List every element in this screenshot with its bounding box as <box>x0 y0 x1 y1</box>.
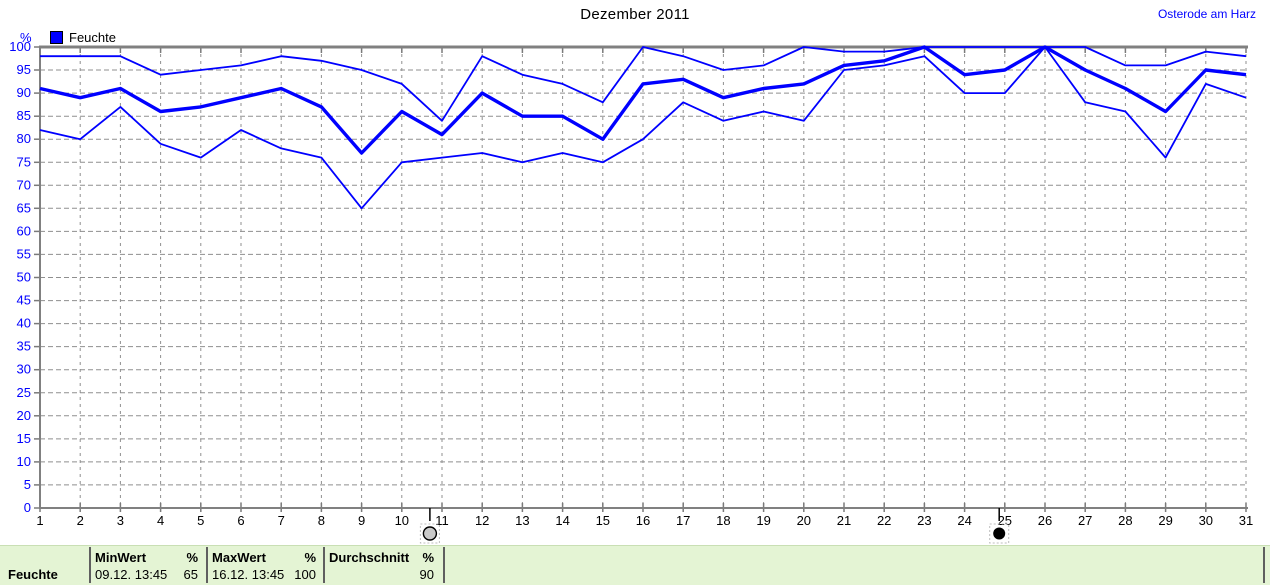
x-tick-label: 5 <box>197 513 204 528</box>
y-tick-label: 75 <box>17 154 31 169</box>
y-tick-label: 10 <box>17 454 31 469</box>
y-tick-label: 25 <box>17 385 31 400</box>
series-min-line <box>39 46 1247 210</box>
y-tick-label: 85 <box>17 108 31 123</box>
maxwert-value: 100 <box>294 567 316 582</box>
y-tick-label: 20 <box>17 408 31 423</box>
x-tick-label: 6 <box>237 513 244 528</box>
x-tick-label: 13 <box>515 513 529 528</box>
durchschnitt-unit: % <box>422 550 434 565</box>
y-tick-label: 60 <box>17 223 31 238</box>
x-tick-label: 22 <box>877 513 891 528</box>
x-tick-label: 29 <box>1158 513 1172 528</box>
x-tick-label: 16 <box>636 513 650 528</box>
x-tick-label: 7 <box>278 513 285 528</box>
y-tick-label: 5 <box>24 477 31 492</box>
x-tick-label: 14 <box>555 513 569 528</box>
station-name: Osterode am Harz <box>1157 7 1256 21</box>
x-tick-label: 24 <box>957 513 971 528</box>
summary-col-minwert: MinWert % 09.12. 13:45 65 <box>95 549 198 583</box>
x-tick-label: 31 <box>1239 513 1253 528</box>
x-tick-label: 10 <box>395 513 409 528</box>
x-tick-label: 3 <box>117 513 124 528</box>
column-separator <box>89 547 91 583</box>
y-tick-label: 45 <box>17 293 31 308</box>
y-tick-label: 15 <box>17 431 31 446</box>
x-tick-label: 23 <box>917 513 931 528</box>
maxwert-header: MaxWert <box>212 550 266 565</box>
summary-panel: Feuchte MinWert % 09.12. 13:45 65 MaxWer… <box>0 545 1270 585</box>
minwert-value: 65 <box>183 567 198 582</box>
x-tick-label: 27 <box>1078 513 1092 528</box>
x-tick-label: 19 <box>756 513 770 528</box>
y-tick-label: 40 <box>17 316 31 331</box>
x-tick-label: 11 <box>435 513 449 528</box>
humidity-line-chart: 0510152025303540455055606570758085909510… <box>9 39 1253 544</box>
column-separator <box>1263 547 1265 583</box>
sensor-row-label: Feuchte <box>8 567 58 582</box>
x-tick-label: 15 <box>596 513 610 528</box>
y-tick-label: 35 <box>17 339 31 354</box>
minwert-date: 09.12. 13:45 <box>95 567 168 582</box>
y-axis-unit-label: % <box>20 30 32 45</box>
x-tick-label: 12 <box>475 513 489 528</box>
y-tick-label: 0 <box>24 500 31 515</box>
x-tick-label: 2 <box>77 513 84 528</box>
y-tick-label: 95 <box>17 62 31 77</box>
y-tick-label: 100 <box>9 39 31 54</box>
moon-phase-new-marker[interactable] <box>989 508 1010 544</box>
y-tick-label: 55 <box>17 246 31 261</box>
x-tick-label: 26 <box>1038 513 1052 528</box>
minwert-header: MinWert <box>95 550 147 565</box>
moon-phase-full-marker[interactable] <box>419 508 440 544</box>
maxwert-unit: % <box>304 550 316 565</box>
y-tick-label: 70 <box>17 177 31 192</box>
y-tick-label: 90 <box>17 85 31 100</box>
x-tick-label: 1 <box>36 513 43 528</box>
legend-label: Feuchte <box>69 30 116 45</box>
durchschnitt-value: 90 <box>419 567 434 582</box>
x-tick-label: 17 <box>676 513 690 528</box>
y-tick-label: 80 <box>17 131 31 146</box>
x-tick-label: 4 <box>157 513 164 528</box>
x-tick-label: 20 <box>797 513 811 528</box>
y-tick-label: 65 <box>17 200 31 215</box>
maxwert-date: 16.12. 13:45 <box>212 567 285 582</box>
column-separator <box>443 547 445 583</box>
y-tick-label: 50 <box>17 270 31 285</box>
legend-color-swatch <box>50 31 63 44</box>
chart-title: Dezember 2011 <box>580 6 690 23</box>
summary-col-sensor: Feuchte <box>8 549 86 583</box>
x-tick-label: 8 <box>318 513 325 528</box>
x-tick-label: 18 <box>716 513 730 528</box>
x-tick-label: 9 <box>358 513 365 528</box>
column-separator <box>206 547 208 583</box>
legend: Feuchte <box>50 30 116 45</box>
x-tick-label: 25 <box>998 513 1012 528</box>
x-tick-label: 28 <box>1118 513 1132 528</box>
minwert-unit: % <box>186 550 198 565</box>
summary-col-maxwert: MaxWert % 16.12. 13:45 100 <box>212 549 316 583</box>
x-tick-label: 30 <box>1199 513 1213 528</box>
durchschnitt-header: Durchschnitt <box>329 550 410 565</box>
x-tick-label: 21 <box>837 513 851 528</box>
summary-col-durchschnitt: Durchschnitt % 90 <box>329 549 434 583</box>
column-separator <box>323 547 325 583</box>
y-tick-label: 30 <box>17 362 31 377</box>
